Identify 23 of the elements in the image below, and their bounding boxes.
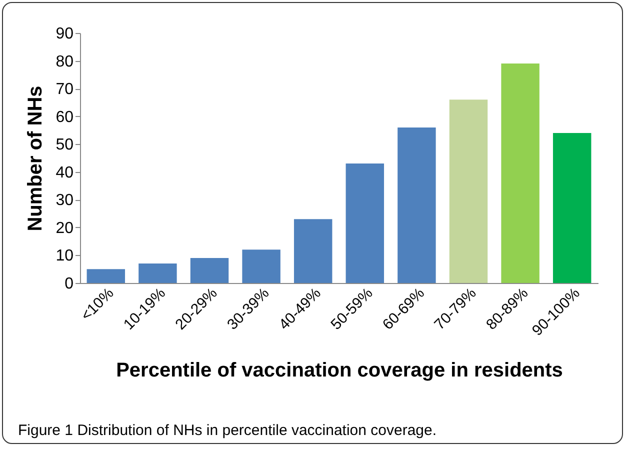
x-axis-title: Percentile of vaccination coverage in residents — [116, 360, 563, 382]
bar — [398, 127, 436, 283]
bar — [242, 250, 280, 283]
y-tick-label: 40 — [56, 164, 74, 182]
y-tick-label: 0 — [64, 276, 74, 292]
y-tick-label: 60 — [56, 108, 74, 126]
caption: Figure 1 Distribution of NHs in percentile vaccination coverage. — [18, 422, 437, 439]
y-tick-label: 30 — [56, 192, 74, 210]
bar — [138, 264, 177, 283]
y-tick-label: 80 — [56, 53, 74, 70]
bar — [294, 219, 332, 283]
bar — [501, 64, 540, 283]
bar — [86, 269, 126, 283]
bar — [346, 164, 384, 283]
y-tick-label: 70 — [56, 81, 74, 98]
y-tick-label: 90 — [56, 26, 74, 42]
y-axis-title: Number of NHs — [24, 86, 47, 232]
y-tick-label: 10 — [56, 248, 74, 265]
bar — [552, 133, 592, 283]
bar — [449, 100, 488, 283]
bar — [190, 258, 229, 283]
y-tick-label: 20 — [56, 220, 74, 237]
y-tick-label: 50 — [56, 136, 74, 154]
